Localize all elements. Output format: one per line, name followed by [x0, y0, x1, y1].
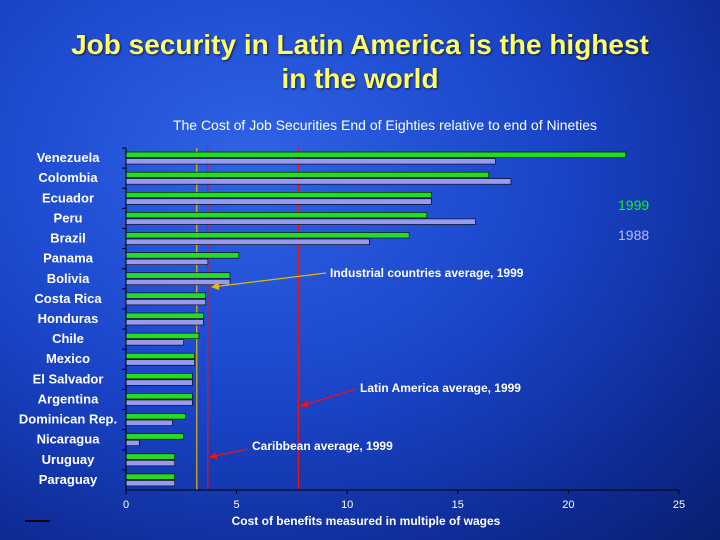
- bar-1999-3: [125, 212, 428, 219]
- legend-label-1988: 1988: [618, 227, 649, 243]
- category-label: Argentina: [38, 391, 99, 406]
- annotation-label-2: Latin America average, 1999: [360, 381, 521, 395]
- annotation-arrow-2: [300, 388, 357, 408]
- annotation-label-3: Caribbean average, 1999: [252, 439, 393, 453]
- bar-1988-13: [125, 419, 173, 426]
- slide-title: Job security in Latin America is the hig…: [0, 28, 720, 96]
- category-label: Panama: [43, 251, 94, 266]
- bar-1988-0: [125, 158, 496, 165]
- bar-1988-14: [125, 439, 140, 447]
- category-label: Uruguay: [42, 452, 96, 467]
- bar-1999-16: [125, 473, 175, 480]
- bar-1988-15: [125, 460, 175, 467]
- category-label: Costa Rica: [34, 291, 102, 306]
- bar-1988-9: [125, 339, 184, 346]
- legend-label-1999: 1999: [618, 197, 649, 213]
- bar-1988-4: [125, 238, 370, 245]
- category-label: Dominican Rep.: [19, 412, 117, 427]
- bar-1999-10: [125, 352, 195, 360]
- category-label: Mexico: [46, 351, 90, 366]
- annotation-arrow-3: [209, 448, 249, 460]
- x-tick-label: 25: [673, 499, 685, 511]
- bar-1988-1: [125, 178, 512, 185]
- bar-1988-16: [125, 480, 175, 487]
- x-tick-label: 20: [562, 499, 574, 511]
- category-label: Honduras: [38, 311, 99, 326]
- x-tick-label: 10: [341, 499, 353, 511]
- annotation-arrow-1: [211, 272, 327, 291]
- category-label: Brazil: [50, 231, 85, 246]
- annotation-label-1: Industrial countries average, 1999: [330, 266, 524, 280]
- bar-1988-7: [125, 299, 206, 306]
- category-label: Colombia: [38, 170, 98, 185]
- bar-1988-5: [125, 258, 209, 265]
- bar-1988-12: [125, 399, 193, 406]
- bar-1988-8: [125, 319, 204, 326]
- category-label: Chile: [52, 331, 84, 346]
- bar-1988-6: [125, 278, 231, 286]
- x-tick-label: 0: [123, 499, 129, 511]
- bar-1999-13: [125, 413, 187, 420]
- bar-1999-6: [125, 272, 231, 279]
- bar-1988-10: [125, 359, 195, 366]
- chart-subtitle: The Cost of Job Securities End of Eighti…: [172, 117, 598, 133]
- category-label: Ecuador: [42, 190, 94, 205]
- category-label: Bolivia: [47, 271, 90, 286]
- bar-1999-12: [125, 393, 193, 400]
- bar-1999-2: [125, 191, 432, 199]
- bar-1999-14: [125, 433, 184, 440]
- bar-1999-15: [125, 453, 175, 460]
- x-tick-label: 15: [452, 499, 464, 511]
- category-label: El Salvador: [33, 371, 104, 386]
- x-axis-label: Cost of benefits measured in multiple of…: [232, 514, 501, 528]
- bar-1999-1: [125, 171, 490, 178]
- category-label: Nicaragua: [37, 432, 101, 447]
- category-label: Venezuela: [37, 150, 101, 165]
- bar-1999-11: [125, 373, 193, 380]
- bar-1999-7: [125, 292, 206, 299]
- bar-1988-11: [125, 379, 193, 386]
- bar-1988-2: [125, 198, 432, 205]
- bar-1988-3: [125, 218, 476, 225]
- category-label: Peru: [54, 210, 83, 225]
- bar-1999-9: [125, 332, 200, 339]
- category-label: Paraguay: [39, 472, 98, 487]
- bar-1999-5: [125, 252, 240, 259]
- bar-1999-8: [125, 312, 204, 319]
- slide-title-line-2: in the world: [281, 63, 439, 94]
- slide-title-line-1: Job security in Latin America is the hig…: [71, 29, 649, 60]
- bar-1999-4: [125, 232, 410, 239]
- bar-1999-0: [125, 151, 627, 158]
- x-tick-label: 5: [234, 499, 240, 511]
